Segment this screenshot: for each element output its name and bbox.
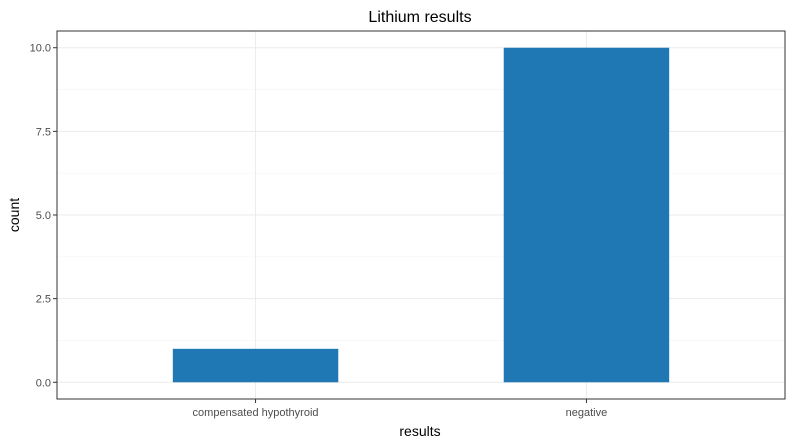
bar-negative (503, 47, 670, 383)
bars (172, 47, 670, 383)
y-axis-title: count (6, 198, 22, 232)
y-tick-label: 5.0 (36, 210, 51, 222)
x-axis: compensated hypothyroid negative (193, 399, 608, 419)
y-tick-label: 2.5 (36, 294, 51, 306)
y-tick-label: 0.0 (36, 377, 51, 389)
x-tick-label: compensated hypothyroid (193, 407, 319, 419)
x-axis-title: results (399, 423, 440, 439)
x-tick-label: negative (566, 407, 608, 419)
bar-compensated-hypothyroid (172, 348, 339, 383)
y-axis: 0.0 2.5 5.0 7.5 10.0 (30, 43, 57, 389)
y-tick-label: 7.5 (36, 126, 51, 138)
chart-title: Lithium results (368, 9, 471, 26)
y-tick-label: 10.0 (30, 43, 51, 55)
